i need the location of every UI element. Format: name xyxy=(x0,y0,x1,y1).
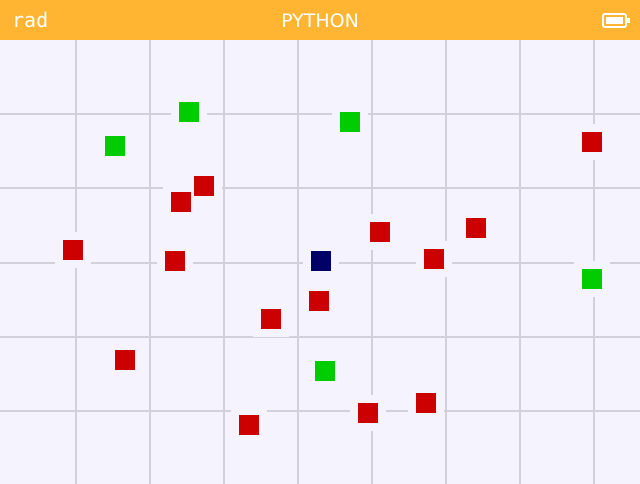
red-square xyxy=(370,222,390,242)
red-square xyxy=(63,240,83,260)
red-square xyxy=(194,176,214,196)
red-square xyxy=(416,393,436,413)
red-square xyxy=(115,350,135,370)
angle-mode: rad xyxy=(12,8,49,32)
game-field xyxy=(0,40,640,484)
red-square xyxy=(309,291,329,311)
player-square xyxy=(311,251,331,271)
pieces xyxy=(63,102,602,435)
red-square xyxy=(466,218,486,238)
red-square xyxy=(582,132,602,152)
red-square xyxy=(239,415,259,435)
red-square xyxy=(165,251,185,271)
app-title: PYTHON xyxy=(281,10,359,32)
green-square xyxy=(179,102,199,122)
red-square xyxy=(424,249,444,269)
status-bar: rad PYTHON xyxy=(0,0,640,40)
halos xyxy=(55,94,610,443)
red-square xyxy=(358,403,378,423)
green-square xyxy=(105,136,125,156)
red-square xyxy=(261,309,281,329)
battery-icon xyxy=(602,13,630,28)
green-square xyxy=(315,361,335,381)
green-square xyxy=(340,112,360,132)
red-square xyxy=(171,192,191,212)
grid xyxy=(0,40,640,484)
green-square xyxy=(582,269,602,289)
